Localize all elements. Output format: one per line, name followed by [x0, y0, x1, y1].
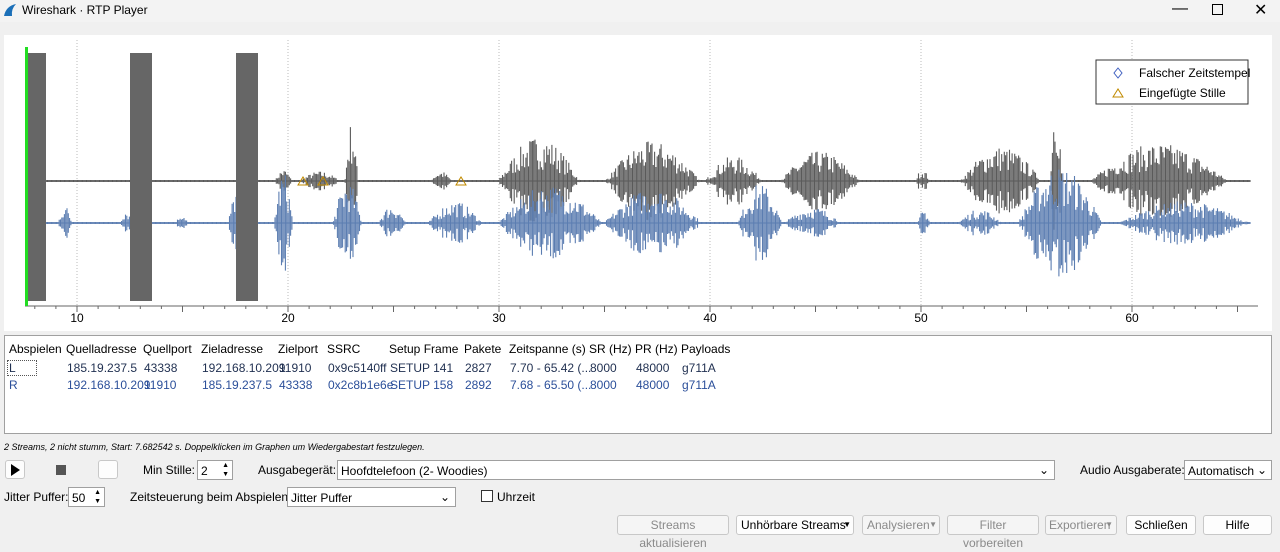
maximize[interactable]	[1212, 4, 1223, 15]
table-cell: 11910	[144, 378, 177, 392]
column-header: SSRC	[327, 342, 361, 356]
column-header: Zielport	[278, 342, 319, 356]
table-cell: 43338	[144, 361, 178, 375]
status-text: 2 Streams, 2 nicht stumm, Start: 7.68254…	[4, 442, 425, 452]
pause-button[interactable]	[98, 460, 118, 479]
audio-rate-label: Audio Ausgaberate:	[1080, 463, 1185, 477]
column-header: Quellport	[143, 342, 192, 356]
title-bar: Wireshark · RTP Player — ✕	[0, 0, 1280, 22]
column-header: Payloads	[681, 342, 731, 356]
output-device-label: Ausgabegerät:	[258, 463, 337, 477]
table-cell: 11910	[279, 361, 312, 375]
min-silence-spin[interactable]: 2 ▲ ▼	[197, 460, 233, 480]
table-cell: 192.168.10.209	[67, 378, 151, 392]
prepare-filter-button[interactable]: Filter vorbereiten	[947, 515, 1039, 550]
export-text: Exportieren	[1049, 518, 1111, 532]
x-tick-label: 10	[70, 311, 84, 325]
column-header: Zieladresse	[201, 342, 264, 356]
refresh-streams-button[interactable]: Streams aktualisieren	[617, 515, 729, 550]
table-cell: g711A	[682, 378, 716, 392]
silence-marker	[297, 176, 309, 186]
clock-checkbox[interactable]	[481, 490, 493, 502]
table-cell: R	[9, 378, 18, 392]
column-header: Pakete	[464, 342, 502, 356]
muted-block	[28, 53, 46, 301]
row-focus	[7, 360, 37, 376]
minimize[interactable]: —	[1172, 0, 1188, 17]
analyze-text: Analysieren	[867, 518, 930, 532]
column-header: Zeitspanne (s)	[509, 342, 586, 356]
muted-block	[236, 53, 258, 301]
column-header: PR (Hz)	[635, 342, 678, 356]
analyze-button[interactable]: Analysieren ▼	[862, 515, 940, 535]
legend-label: Falscher Zeitstempel	[1139, 66, 1250, 80]
close-button[interactable]: Schließen	[1126, 515, 1196, 535]
play-button[interactable]	[5, 460, 25, 479]
silence-marker	[317, 176, 329, 186]
x-tick-label: 60	[1125, 311, 1139, 325]
table-cell: 43338	[279, 378, 313, 392]
jitter-spin[interactable]: 50 ▲ ▼	[68, 487, 105, 507]
inaudible-streams-button[interactable]: Unhörbare Streams ▼	[736, 515, 854, 535]
table-cell: 48000	[636, 361, 670, 375]
table-cell: 185.19.237.5	[202, 378, 273, 392]
timing-value: Jitter Puffer	[291, 491, 353, 505]
legend-triangle	[1112, 88, 1124, 98]
legend-label: Eingefügte Stille	[1139, 86, 1226, 100]
timing-combo[interactable]: Jitter Puffer ⌄	[287, 487, 456, 507]
silence-marker	[455, 176, 467, 186]
audio-rate-combo[interactable]: Automatisch ⌄	[1184, 460, 1272, 480]
table-cell: 2827	[465, 361, 492, 375]
audio-rate-value: Automatisch	[1188, 464, 1255, 478]
table-cell: 7.68 - 65.50 (...	[510, 378, 592, 392]
play-cursor	[25, 47, 28, 306]
table-cell: g711A	[682, 361, 716, 375]
legend-diamond	[1113, 67, 1123, 79]
output-device-value: Hoofdtelefoon (2- Woodies)	[341, 464, 488, 478]
x-tick-label: 30	[492, 311, 506, 325]
clock-label: Uhrzeit	[497, 490, 536, 504]
column-header: SR (Hz)	[589, 342, 632, 356]
x-tick-label: 40	[703, 311, 717, 325]
output-device-combo[interactable]: Hoofdtelefoon (2- Woodies) ⌄	[337, 460, 1055, 480]
close[interactable]: ✕	[1254, 2, 1268, 19]
table-cell: 48000	[636, 378, 670, 392]
stream-table: Abspielen Quelladresse Quellport Zieladress…	[4, 335, 1272, 434]
table-cell: SETUP 141	[390, 361, 454, 375]
column-header: Quelladresse	[66, 342, 137, 356]
min-silence-label: Min Stille:	[143, 463, 196, 477]
help-button[interactable]: Hilfe	[1203, 515, 1272, 535]
table-cell: 8000	[590, 361, 617, 375]
table-cell: 8000	[590, 378, 617, 392]
x-tick-label: 50	[914, 311, 928, 325]
muted-block	[130, 53, 152, 301]
stop-button[interactable]	[51, 460, 71, 479]
jitter-value: 50	[72, 491, 86, 505]
app-icon	[4, 4, 16, 16]
table-cell: 192.168.10.209	[202, 361, 286, 375]
table-cell: 2892	[465, 378, 492, 392]
column-header: Setup Frame	[389, 342, 459, 356]
table-cell: 0x2c8b1e6e	[328, 378, 394, 392]
column-header: Abspielen	[9, 342, 62, 356]
export-button[interactable]: Exportieren ▼	[1045, 515, 1117, 535]
inaudible-streams-text: Unhörbare Streams	[741, 518, 846, 532]
table-cell: L	[9, 361, 16, 375]
waveform-graph[interactable]: 10 20 30 40 50 60 Falscher Zeitstempel Eingefüg…	[4, 35, 1272, 331]
x-tick-label: 20	[281, 311, 295, 325]
window-title: Wireshark · RTP Player	[22, 3, 148, 17]
table-cell: 185.19.237.5	[67, 361, 138, 375]
jitter-label: Jitter Puffer:	[4, 490, 69, 504]
timing-label: Zeitsteuerung beim Abspielen:	[130, 490, 292, 504]
table-cell: 0x9c5140ff	[328, 361, 387, 375]
table-cell: SETUP 158	[390, 378, 454, 392]
table-cell: 7.70 - 65.42 (...	[510, 361, 592, 375]
min-silence-value: 2	[201, 464, 208, 478]
